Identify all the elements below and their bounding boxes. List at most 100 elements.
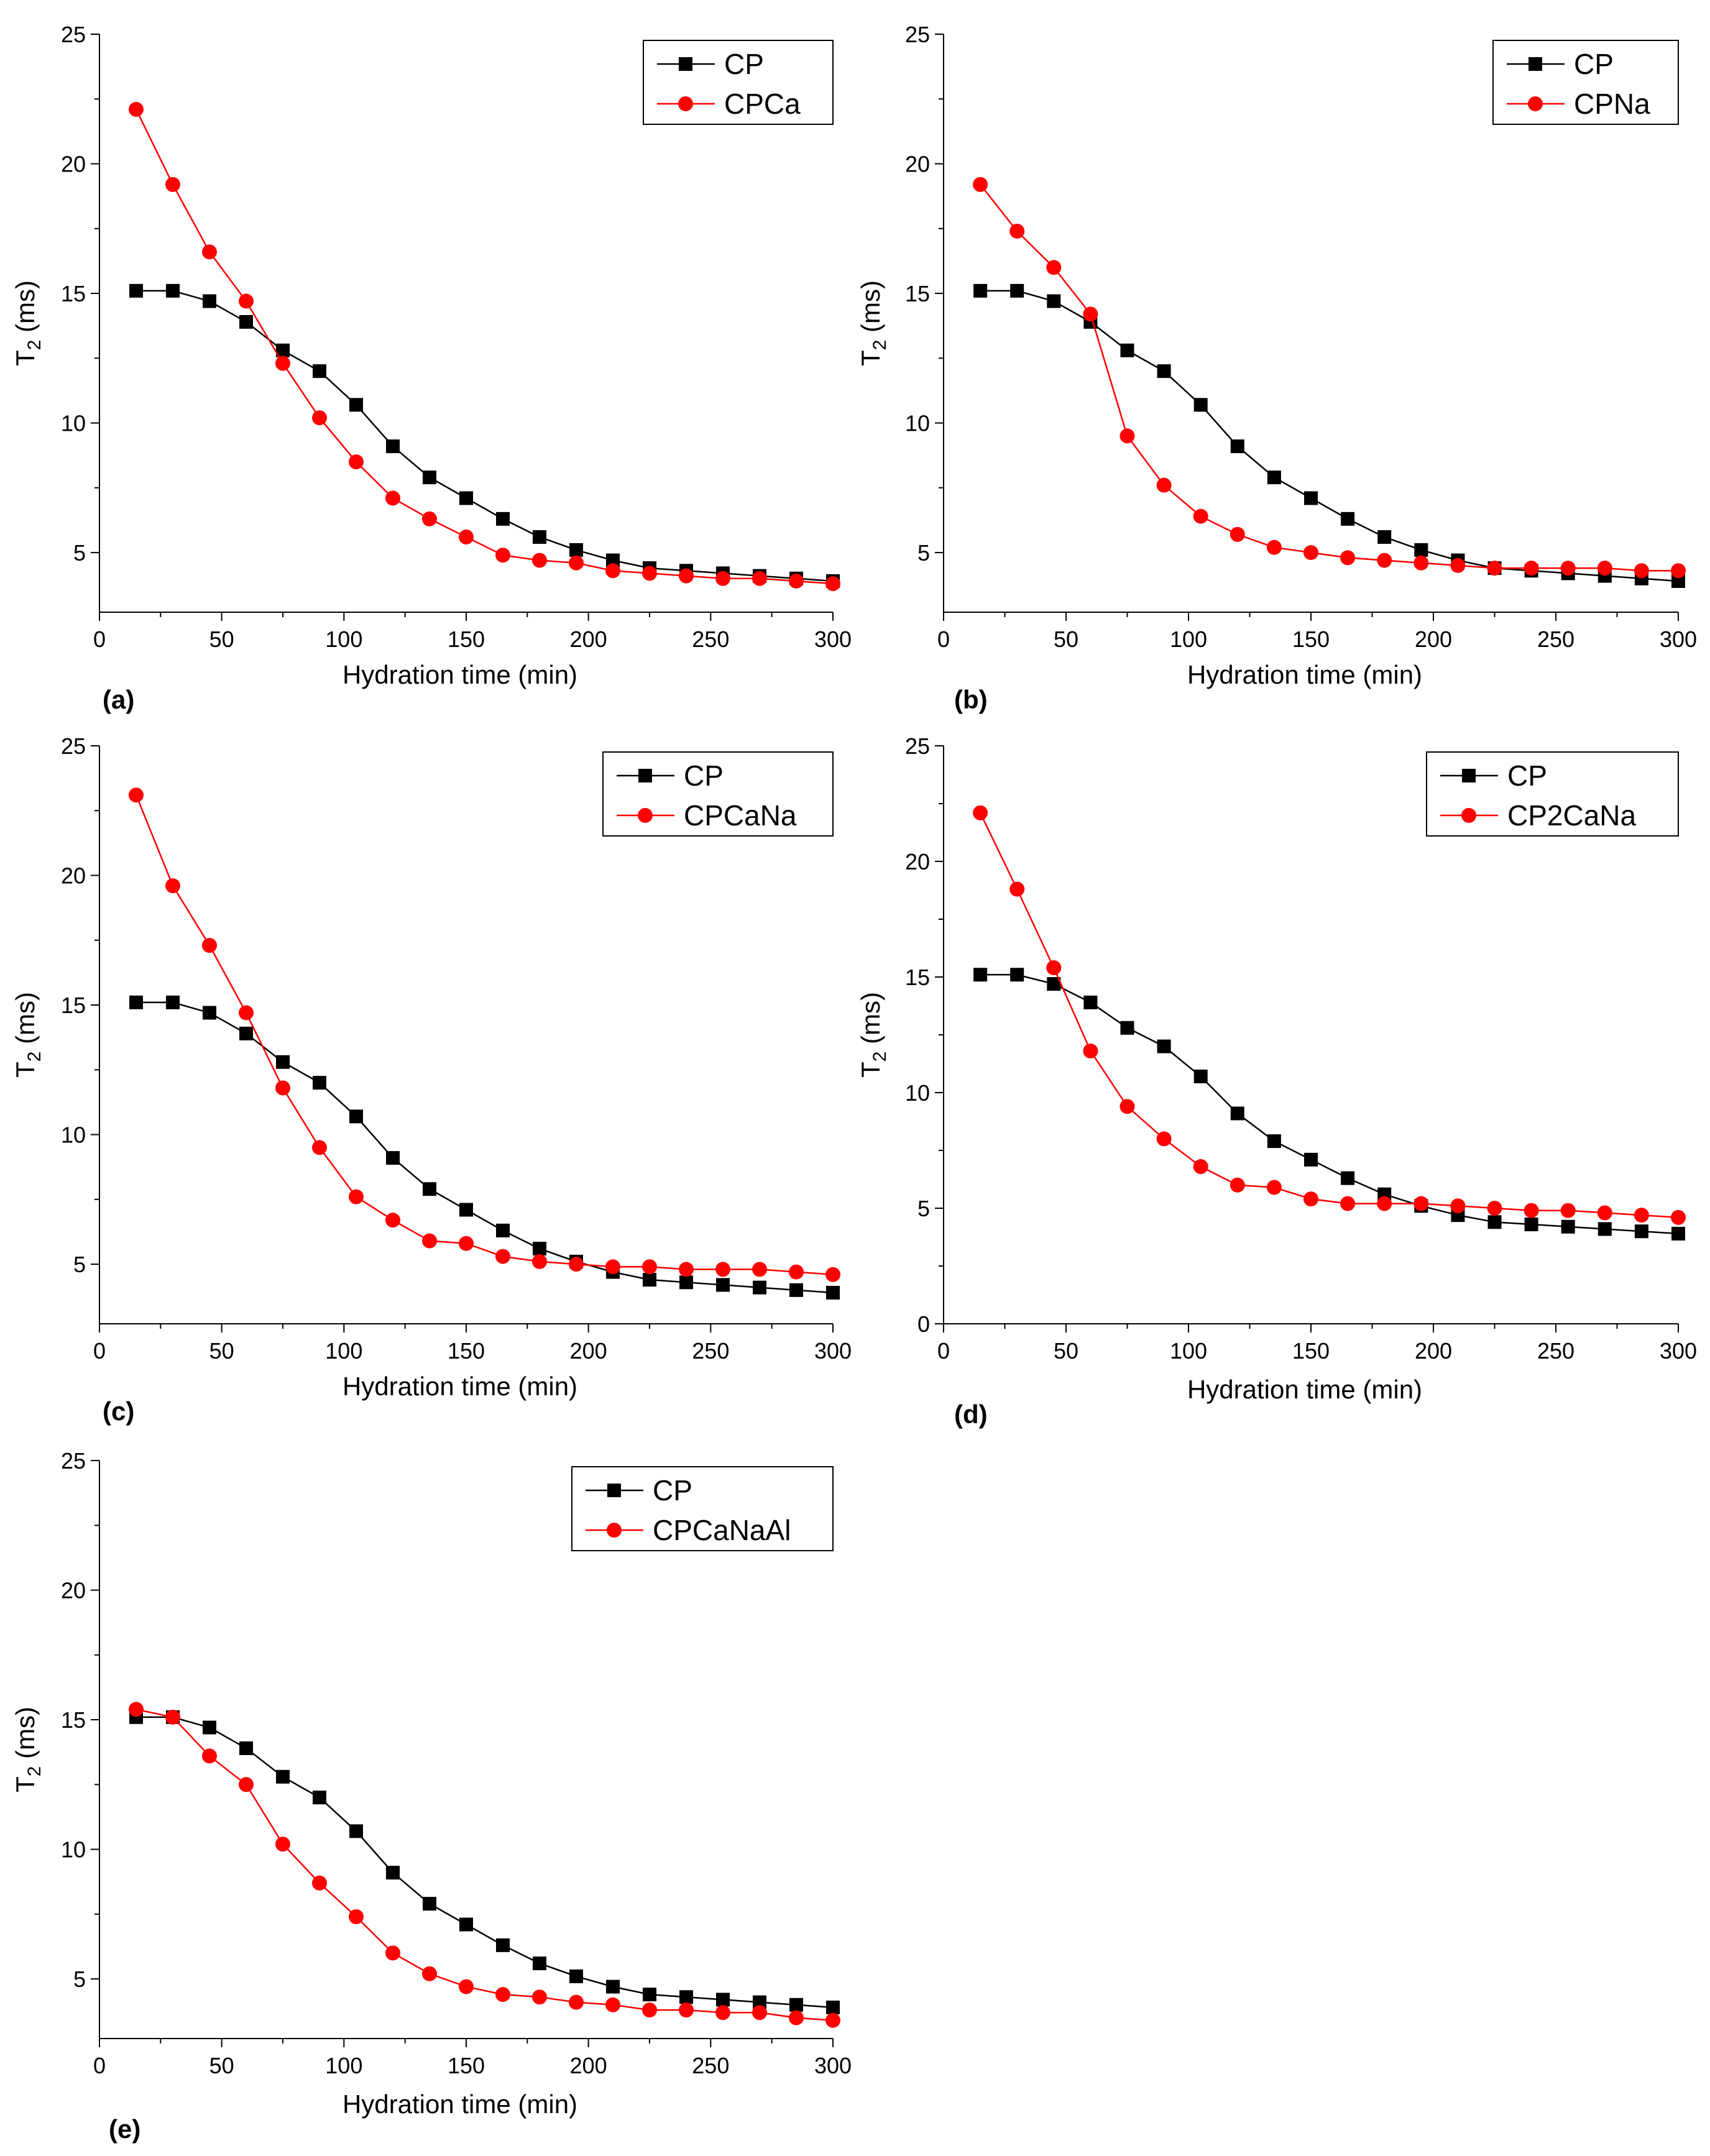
data-point — [203, 294, 216, 308]
x-tick-label: 150 — [1292, 626, 1330, 652]
x-tick-label: 300 — [814, 1338, 852, 1364]
legend-label: CP — [1574, 48, 1614, 80]
y-axis-title-unit: (ms) — [856, 992, 885, 1052]
data-point — [679, 2002, 694, 2018]
data-point — [495, 548, 510, 563]
y-axis-title-subscript: 2 — [24, 1052, 45, 1062]
x-tick-label: 150 — [448, 1338, 485, 1364]
data-point — [1193, 398, 1208, 412]
legend-box — [1492, 40, 1679, 125]
data-point — [276, 343, 290, 357]
data-point — [715, 1262, 730, 1277]
legend: CP CPNa — [1492, 40, 1679, 125]
y-axis-title-subscript: 2 — [24, 1766, 45, 1777]
data-point — [166, 283, 180, 298]
data-point — [312, 410, 327, 426]
y-tick-label: 5 — [73, 1966, 86, 1992]
data-point — [1487, 1201, 1502, 1216]
x-tick-label: 300 — [814, 626, 852, 652]
y-tick-label: 5 — [917, 1196, 930, 1221]
legend-label: CPCaNa — [684, 799, 797, 832]
data-point — [1009, 223, 1025, 239]
x-tick-label: 250 — [692, 626, 729, 652]
legend-marker — [638, 769, 652, 782]
panel-label: (d) — [954, 1400, 988, 1429]
panel-label: (b) — [954, 685, 988, 714]
data-point — [973, 968, 988, 982]
data-point — [1414, 555, 1429, 571]
data-point — [386, 439, 400, 454]
y-axis-title-unit: (ms) — [11, 992, 40, 1052]
data-point — [1010, 283, 1024, 298]
legend-label: CPCa — [724, 88, 801, 120]
y-axis-title: T2 (ms) — [11, 280, 45, 366]
data-point — [423, 470, 436, 485]
data-point — [753, 1995, 766, 2009]
series-CP2CaNa — [973, 805, 1686, 1225]
legend-label: CP — [653, 1474, 692, 1507]
series-CPCaNaAl — [129, 1702, 840, 2028]
data-point — [239, 1026, 253, 1040]
y-tick-label: 25 — [61, 1448, 86, 1474]
data-point — [349, 1189, 364, 1204]
data-point — [496, 1223, 510, 1237]
data-point — [459, 530, 474, 545]
chart-panel-4: 0 50 100 150 200 250 300 0 5 10 15 20 25 Hydration ti… — [856, 733, 1697, 1429]
data-point — [715, 571, 730, 586]
data-point — [643, 1273, 656, 1287]
x-axis-title: Hydration time (min) — [342, 1372, 577, 1401]
data-point — [789, 573, 804, 589]
data-point — [753, 1280, 766, 1295]
x-tick-label: 150 — [448, 2053, 485, 2078]
data-point — [385, 1945, 400, 1961]
data-point — [386, 1866, 400, 1880]
legend-label: CPNa — [1574, 88, 1650, 120]
data-point — [275, 1837, 290, 1852]
y-tick-label: 20 — [905, 152, 930, 177]
y-axis-title-subscript: 2 — [870, 1052, 890, 1062]
legend-marker — [1528, 96, 1543, 111]
y-axis-title: T2 (ms) — [856, 992, 890, 1078]
data-point — [459, 1979, 474, 1994]
legend-marker — [1462, 769, 1476, 782]
data-point — [349, 1824, 363, 1838]
x-axis-title: Hydration time (min) — [342, 2089, 577, 2119]
data-point — [1230, 526, 1245, 542]
x-tick-label: 0 — [93, 626, 106, 652]
data-point — [239, 293, 254, 309]
data-point — [422, 1966, 437, 1981]
x-tick-label: 250 — [692, 2053, 729, 2078]
legend: CP CP2CaNa — [1426, 751, 1679, 837]
data-point — [1230, 439, 1244, 454]
legend-box — [602, 751, 834, 837]
data-point — [789, 2010, 804, 2025]
data-point — [1560, 1203, 1576, 1218]
data-point — [202, 1748, 217, 1764]
data-point — [606, 1979, 620, 1994]
data-point — [1120, 1021, 1134, 1035]
data-point — [129, 787, 144, 803]
x-tick-label: 300 — [814, 2053, 852, 2078]
data-point — [605, 1259, 620, 1275]
legend-marker — [1461, 808, 1476, 823]
data-point — [165, 878, 180, 894]
data-point — [459, 491, 473, 505]
chart-panel-1: 0 50 100 150 200 250 300 5 10 15 20 25 Hydration tim… — [11, 22, 852, 714]
data-point — [202, 938, 217, 953]
series-CP — [973, 283, 1685, 588]
legend: CP CPCaNa — [602, 751, 834, 837]
data-point — [129, 101, 144, 117]
data-point — [1340, 550, 1356, 566]
data-point — [349, 1909, 364, 1924]
x-tick-label: 100 — [1170, 626, 1207, 652]
x-tick-label: 100 — [325, 626, 362, 652]
y-tick-label: 15 — [905, 965, 930, 990]
x-tick-label: 250 — [692, 1338, 729, 1364]
legend-label: CP — [684, 759, 724, 792]
data-point — [1671, 1209, 1686, 1225]
x-tick-label: 250 — [1537, 1338, 1574, 1364]
x-tick-label: 200 — [570, 2053, 607, 2078]
data-point — [1303, 1191, 1318, 1207]
y-axis-title-symbol: T — [856, 1062, 885, 1078]
data-point — [642, 2002, 657, 2018]
